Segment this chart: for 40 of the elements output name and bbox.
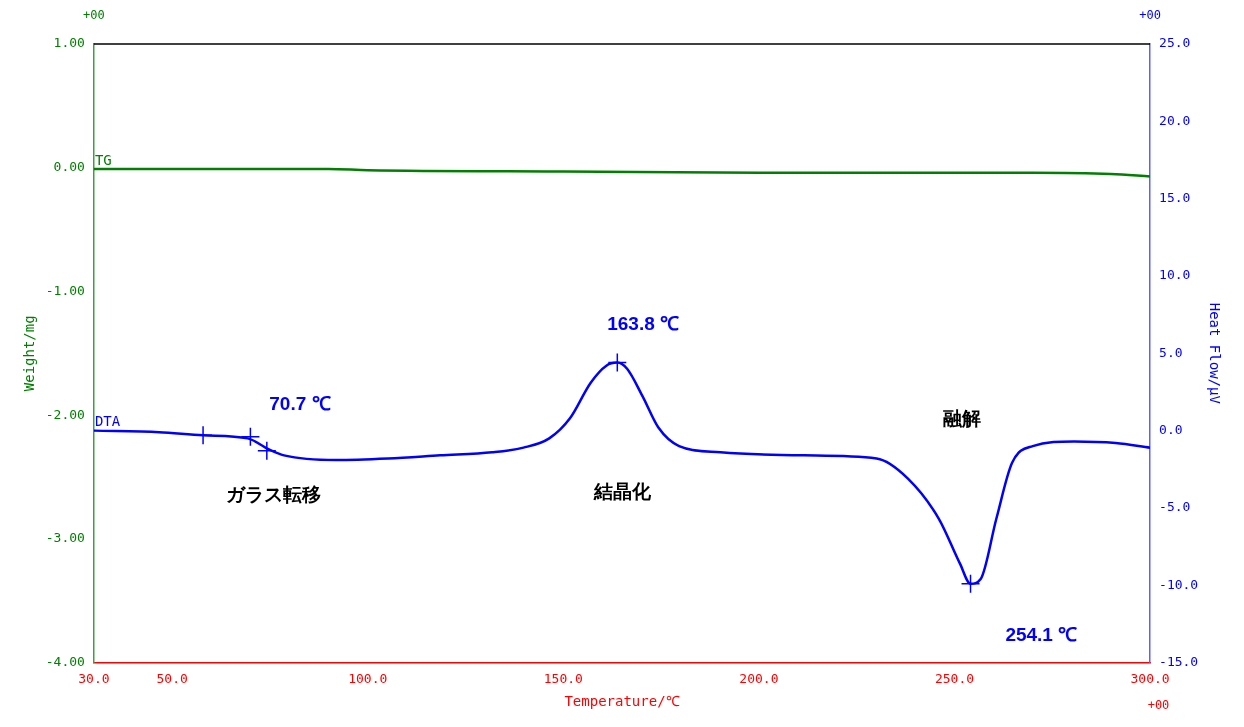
y2-tick-label: 0.0 (1159, 422, 1183, 437)
x-axis-title: Temperature/℃ (564, 693, 680, 710)
x-tick-label: 150.0 (543, 670, 583, 686)
y2-tick-label: -5.0 (1159, 499, 1191, 515)
y-tick-label: -4.00 (45, 653, 85, 669)
point (607, 352, 628, 373)
annotation: 結晶化 (592, 481, 652, 503)
text: +00 (1147, 698, 1170, 713)
y-tick-label: -3.00 (45, 530, 85, 546)
point (257, 440, 277, 461)
y2-tick-label: 5.0 (1159, 344, 1183, 360)
y-tick-label: -1.00 (45, 282, 85, 298)
y-tick-label: 1.00 (53, 35, 85, 51)
text: +00 (83, 8, 105, 23)
x-tick-label: 100.0 (348, 670, 388, 686)
series-label: TG (94, 151, 112, 168)
y2-tick-label: 10.0 (1159, 267, 1191, 283)
y-tick-label: -2.00 (45, 406, 85, 422)
x-tick-label: 250.0 (934, 670, 975, 686)
x-tick-label: 300.0 (1130, 670, 1170, 686)
y2-axis-title: Heat Flow/μV (1206, 302, 1223, 405)
annotation: ガラス転移 (225, 484, 321, 506)
y2-tick-label: 20.0 (1159, 112, 1191, 128)
y2-tick-label: -15.0 (1159, 653, 1199, 669)
point (960, 573, 981, 594)
series-label: DTA (94, 413, 121, 430)
annotation: 163.8 ℃ (607, 313, 680, 335)
x-tick-label: 30.0 (78, 670, 110, 686)
y2-tick-label: 15.0 (1159, 190, 1191, 206)
y2-tick-label: -10.0 (1159, 576, 1199, 592)
line-series (93, 167, 1151, 178)
y2-tick-label: 25.0 (1159, 35, 1191, 51)
y-tick-label: 0.00 (53, 159, 85, 175)
annotation: 254.1 ℃ (1005, 623, 1078, 645)
annotation: 70.7 ℃ (269, 393, 331, 415)
x-tick-label: 50.0 (156, 670, 188, 686)
text: +00 (1139, 8, 1161, 23)
annotation: 融解 (943, 408, 982, 430)
y-axis-title: Weight/mg (21, 315, 38, 392)
x-tick-label: 200.0 (739, 670, 779, 686)
